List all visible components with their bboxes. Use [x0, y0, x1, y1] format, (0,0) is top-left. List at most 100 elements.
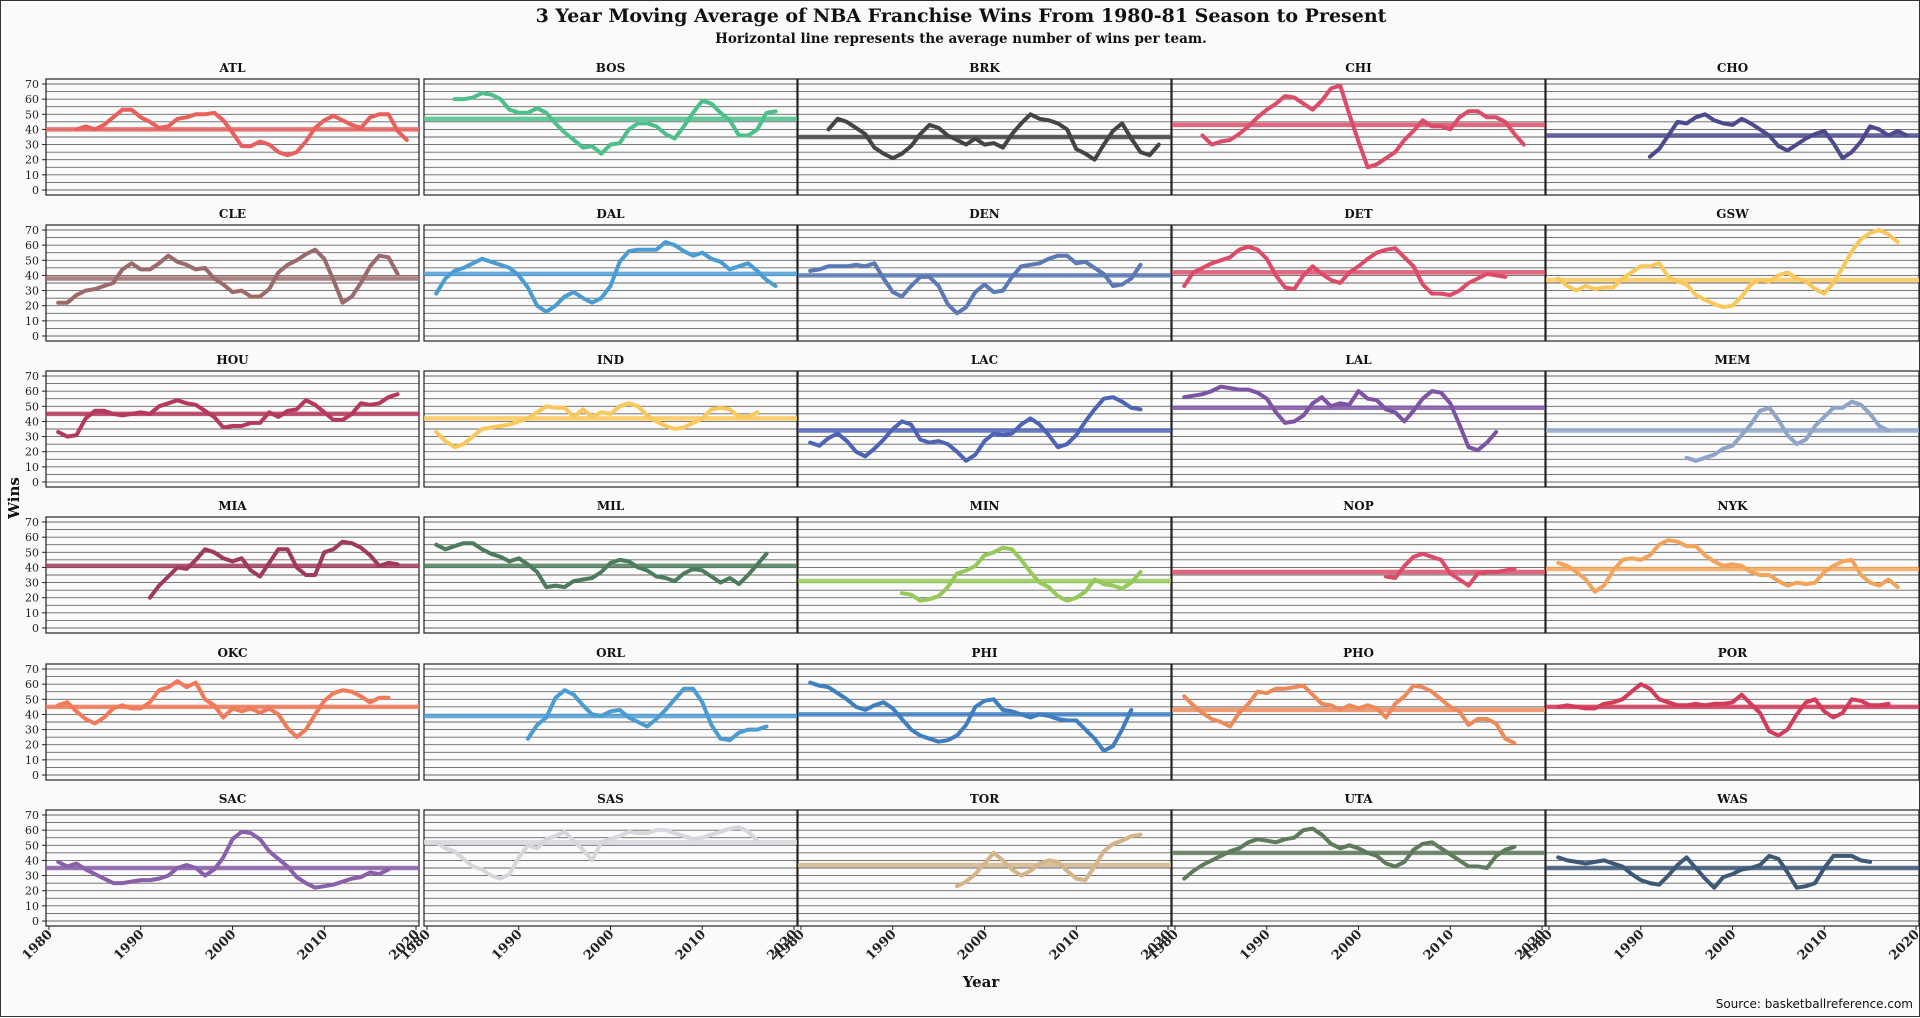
panel-orl: ORL	[423, 646, 798, 781]
y-tick-label: 60	[25, 239, 39, 252]
y-tick-label: 10	[25, 607, 39, 620]
series-line-nyk	[1556, 538, 1900, 594]
panel-title-den: DEN	[969, 207, 1000, 221]
y-tick-label: 10	[25, 900, 39, 913]
panel-title-min: MIN	[970, 499, 1000, 513]
series-line-tor	[955, 832, 1143, 889]
panel-title-atl: ATL	[218, 61, 246, 75]
x-tick-label: 2010	[1047, 927, 1083, 963]
panel-border	[1171, 224, 1546, 342]
panel-title-nyk: NYK	[1718, 499, 1749, 513]
y-tick-label: 70	[25, 516, 39, 529]
panel-title-lal: LAL	[1345, 353, 1372, 367]
panel-title-okc: OKC	[217, 646, 247, 660]
panel-border	[423, 516, 798, 634]
x-tick-label: 2000	[1703, 927, 1739, 963]
panel-gsw: GSW	[1545, 207, 1920, 342]
panel-title-por: POR	[1718, 646, 1748, 660]
series-line-mia	[147, 539, 400, 600]
x-axis-label: Year	[962, 973, 1000, 991]
y-tick-label: 60	[25, 385, 39, 398]
panel-title-hou: HOU	[216, 353, 249, 367]
y-tick-label: 60	[25, 531, 39, 544]
series-line-dal	[434, 240, 778, 314]
panel-border	[1171, 78, 1546, 196]
panel-title-tor: TOR	[970, 792, 1000, 806]
panel-title-nop: NOP	[1343, 499, 1373, 513]
y-tick-label: 60	[25, 678, 39, 691]
panel-title-cle: CLE	[219, 207, 246, 221]
panel-nyk: NYK	[1545, 499, 1920, 634]
x-tick-label: 2020	[1887, 927, 1920, 963]
y-tick-label: 40	[25, 415, 39, 428]
y-tick-label: 20	[25, 300, 39, 313]
panel-title-sas: SAS	[597, 792, 624, 806]
series-line-was	[1556, 853, 1873, 890]
series-line-brk	[826, 112, 1161, 162]
series-line-atl	[74, 107, 409, 158]
panel-title-mil: MIL	[597, 499, 625, 513]
series-line-mem	[1684, 399, 1891, 463]
series-line-sas	[434, 825, 760, 881]
panel-pho: PHO	[1171, 646, 1546, 781]
x-tick-label: 1990	[489, 927, 525, 963]
panel-hou: HOU 0 10 20 30 40 50 60 70	[25, 353, 420, 489]
y-tick-label: 30	[25, 285, 39, 298]
panel-title-det: DET	[1344, 207, 1373, 221]
y-tick-label: 0	[32, 915, 39, 928]
series-line-phi	[808, 680, 1134, 753]
y-tick-label: 70	[25, 370, 39, 383]
series-line-sac	[56, 829, 391, 890]
panel-min: MIN	[797, 499, 1172, 634]
source-note: Source: basketballreference.com	[1715, 997, 1913, 1011]
series-line-hou	[56, 392, 400, 439]
panel-mil: MIL	[423, 499, 798, 634]
x-tick-label: 2000	[581, 927, 617, 963]
series-line-lal	[1182, 384, 1499, 453]
panel-border	[1545, 663, 1920, 781]
panel-lac: LAC	[797, 353, 1172, 488]
panel-bos: BOS	[423, 61, 798, 196]
panel-dal: DAL	[423, 207, 798, 342]
series-line-cle	[56, 247, 400, 305]
y-tick-label: 0	[32, 769, 39, 782]
x-tick-label: 2010	[673, 927, 709, 963]
x-tick-label: 2000	[1329, 927, 1365, 963]
y-tick-label: 40	[25, 123, 39, 136]
x-tick-label: 1990	[111, 927, 147, 963]
panel-title-pho: PHO	[1343, 646, 1374, 660]
panel-border	[45, 663, 420, 781]
y-tick-label: 20	[25, 154, 39, 167]
y-tick-label: 70	[25, 78, 39, 91]
series-line-gsw	[1556, 228, 1900, 310]
panel-lal: LAL	[1171, 353, 1546, 488]
panel-title-cho: CHO	[1717, 61, 1748, 75]
y-tick-label: 0	[32, 476, 39, 489]
series-line-nop	[1384, 551, 1517, 588]
y-tick-label: 50	[25, 254, 39, 267]
panel-border	[1171, 370, 1546, 488]
y-tick-label: 20	[25, 446, 39, 459]
series-line-mil	[434, 541, 769, 590]
y-tick-label: 70	[25, 224, 39, 237]
panel-border	[1545, 516, 1920, 634]
y-tick-label: 10	[25, 461, 39, 474]
series-line-lac	[808, 395, 1143, 463]
y-tick-label: 50	[25, 839, 39, 852]
panel-title-ind: IND	[597, 353, 624, 367]
x-tick-label: 2000	[955, 927, 991, 963]
y-tick-label: 20	[25, 739, 39, 752]
panel-phi: PHI	[797, 646, 1172, 781]
panel-nop: NOP	[1171, 499, 1546, 634]
series-line-min	[899, 545, 1143, 603]
chart-title: 3 Year Moving Average of NBA Franchise W…	[535, 5, 1387, 27]
y-tick-label: 70	[25, 663, 39, 676]
x-tick-label: 2010	[1421, 927, 1457, 963]
x-tick-label: 1990	[863, 927, 899, 963]
y-tick-label: 70	[25, 809, 39, 822]
panel-border	[423, 78, 798, 196]
y-tick-label: 50	[25, 108, 39, 121]
